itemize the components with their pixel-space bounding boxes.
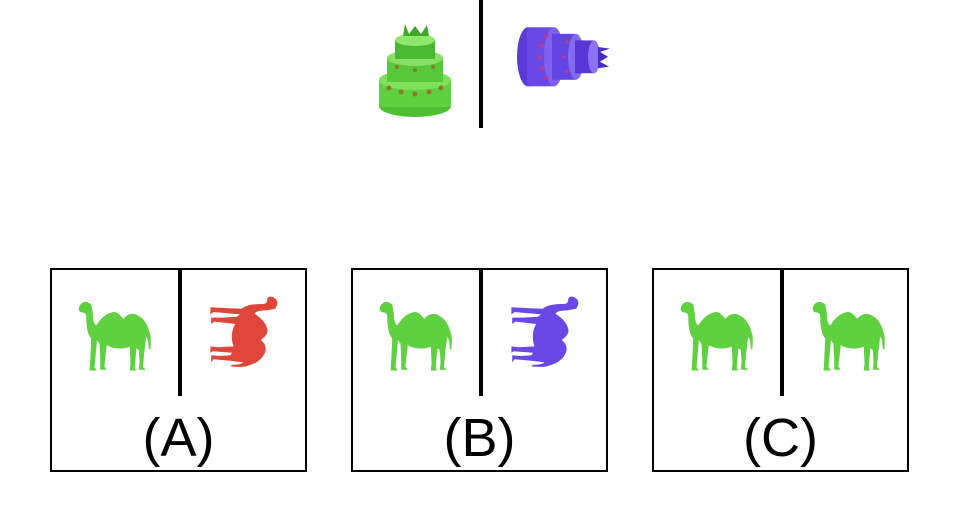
example-left-cake-icon bbox=[379, 24, 451, 117]
option-c-left-camel-icon bbox=[676, 290, 758, 374]
example-right-cake-icon bbox=[517, 27, 610, 87]
option-a-right-camel-icon bbox=[204, 292, 292, 372]
option-a-label: (A) bbox=[142, 408, 215, 468]
option-c-divider bbox=[780, 270, 784, 396]
option-c-box[interactable]: (C) bbox=[652, 268, 909, 472]
option-b-left-camel-icon bbox=[375, 290, 457, 374]
option-c-label: (C) bbox=[743, 408, 818, 468]
option-a-divider bbox=[178, 270, 182, 396]
option-b-right-camel-icon bbox=[505, 292, 593, 372]
example-divider bbox=[479, 0, 483, 128]
option-b-label: (B) bbox=[443, 408, 516, 468]
option-c-right-camel-icon bbox=[808, 290, 890, 374]
option-b-box[interactable]: (B) bbox=[351, 268, 608, 472]
option-a-left-camel-icon bbox=[74, 290, 156, 374]
option-b-divider bbox=[479, 270, 483, 396]
option-a-box[interactable]: (A) bbox=[50, 268, 307, 472]
